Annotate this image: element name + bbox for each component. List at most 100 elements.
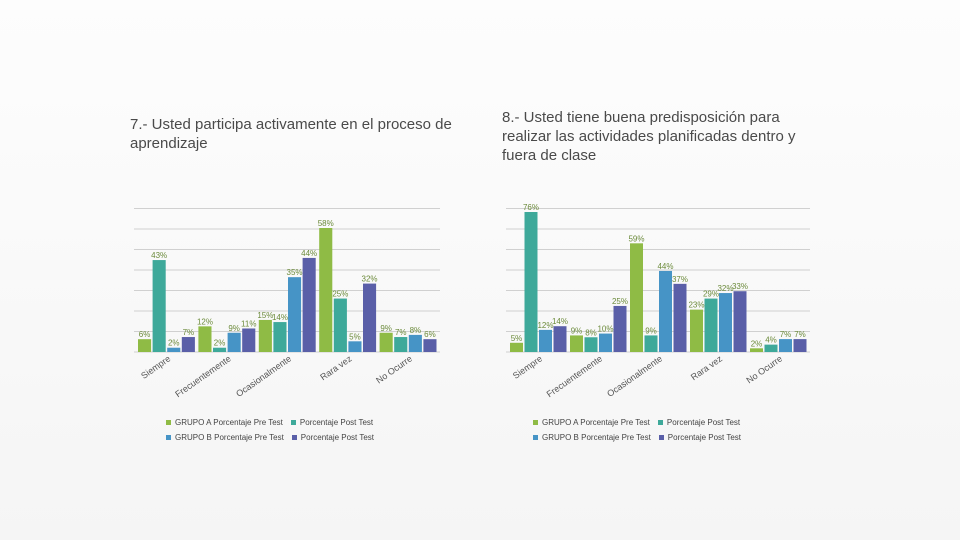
bar xyxy=(319,228,333,352)
data-label: 44% xyxy=(657,262,673,271)
bar xyxy=(288,277,302,352)
data-label: 44% xyxy=(301,249,317,258)
data-label: 4% xyxy=(765,336,777,345)
bar xyxy=(213,347,227,352)
bar xyxy=(302,257,316,352)
bar xyxy=(690,309,703,352)
legend-item: Porcentaje Post Test xyxy=(657,418,741,427)
data-label: 9% xyxy=(645,326,657,335)
legend-item: GRUPO A Porcentaje Pre Test xyxy=(533,418,650,427)
category-label: Siempre xyxy=(511,353,544,380)
bar xyxy=(704,298,718,352)
legend-swatch xyxy=(533,420,538,425)
data-label: 59% xyxy=(628,234,644,243)
data-label: 32% xyxy=(362,275,378,284)
bar xyxy=(152,260,166,352)
legend-label: Porcentaje Post Test xyxy=(666,418,741,427)
bar xyxy=(659,270,672,352)
legend-swatch xyxy=(658,435,664,440)
bar xyxy=(673,283,687,352)
category-label: Rara vez xyxy=(318,353,354,382)
bar xyxy=(242,328,256,352)
category-label: Ocasionalmente xyxy=(234,353,293,399)
legend-item: GRUPO B Porcentaje Pre Test xyxy=(166,433,284,442)
bar xyxy=(510,342,523,352)
chart-right-title: 8.- Usted tiene buena predisposición par… xyxy=(502,109,796,164)
bar xyxy=(570,335,583,352)
bar xyxy=(181,337,195,352)
legend-item: Porcentaje Post Test xyxy=(658,433,742,442)
data-label: 7% xyxy=(183,328,195,337)
bar xyxy=(333,298,347,352)
bar xyxy=(584,337,598,352)
data-label: 14% xyxy=(552,317,568,326)
legend-left: GRUPO A Porcentaje Pre Test Porcentaje P… xyxy=(166,415,416,445)
category-label: No Ocurre xyxy=(744,353,784,385)
legend-label: Porcentaje Post Test xyxy=(300,433,375,442)
legend-label: GRUPO B Porcentaje Pre Test xyxy=(175,433,284,442)
bar xyxy=(167,347,181,352)
legend-swatch xyxy=(657,420,663,425)
data-label: 15% xyxy=(257,311,273,320)
bar xyxy=(524,212,538,352)
legend-right: GRUPO A Porcentaje Pre Test Porcentaje P… xyxy=(533,415,783,445)
bar xyxy=(198,326,212,352)
data-label: 9% xyxy=(380,324,392,333)
legend-swatch xyxy=(290,420,296,425)
data-label: 35% xyxy=(287,268,303,277)
data-label: 2% xyxy=(751,339,763,348)
bar xyxy=(348,341,362,352)
bar xyxy=(227,332,241,352)
legend-swatch xyxy=(533,435,538,440)
category-label: Siempre xyxy=(139,353,172,380)
data-label: 29% xyxy=(703,290,719,299)
bar xyxy=(138,339,152,352)
data-label: 14% xyxy=(272,313,288,322)
bar xyxy=(363,283,377,352)
bar xyxy=(733,291,747,352)
data-label: 25% xyxy=(332,290,348,299)
data-label: 76% xyxy=(523,203,539,212)
legend-item: Porcentaje Post Test xyxy=(291,433,375,442)
legend-swatch xyxy=(166,420,171,425)
legend-label: GRUPO A Porcentaje Pre Test xyxy=(175,418,283,427)
legend-item: GRUPO B Porcentaje Pre Test xyxy=(533,433,651,442)
bar xyxy=(273,322,287,352)
bar xyxy=(423,339,437,352)
legend-item: GRUPO A Porcentaje Pre Test xyxy=(166,418,283,427)
legend-label: GRUPO B Porcentaje Pre Test xyxy=(542,433,651,442)
data-label: 6% xyxy=(139,330,151,339)
data-label: 5% xyxy=(349,332,361,341)
data-label: 33% xyxy=(732,282,748,291)
bar xyxy=(379,332,393,352)
category-label: Ocasionalmente xyxy=(605,353,664,399)
data-label: 11% xyxy=(241,319,256,328)
data-label: 43% xyxy=(151,251,167,260)
data-label: 32% xyxy=(717,284,733,293)
bar xyxy=(630,243,643,352)
bar xyxy=(719,293,732,352)
legend-swatch xyxy=(166,435,171,440)
bar xyxy=(644,335,658,352)
legend-label: Porcentaje Post Test xyxy=(667,433,742,442)
legend-label: GRUPO A Porcentaje Pre Test xyxy=(542,418,650,427)
bar xyxy=(793,339,807,352)
data-label: 37% xyxy=(672,275,688,284)
bar xyxy=(764,344,778,352)
bar xyxy=(613,305,627,352)
data-label: 8% xyxy=(410,326,422,335)
data-label: 23% xyxy=(688,301,704,310)
category-label: Frecuentemente xyxy=(545,353,604,399)
bar xyxy=(553,326,567,352)
category-label: Rara vez xyxy=(689,353,725,382)
data-label: 58% xyxy=(318,219,334,228)
bar xyxy=(750,348,763,352)
data-label: 9% xyxy=(228,324,240,333)
data-label: 12% xyxy=(197,317,213,326)
category-label: No Ocurre xyxy=(374,353,414,385)
bar xyxy=(599,333,612,352)
category-label: Frecuentemente xyxy=(173,353,232,399)
chart-left-title: 7.- Usted participa activamente en el pr… xyxy=(130,116,452,152)
